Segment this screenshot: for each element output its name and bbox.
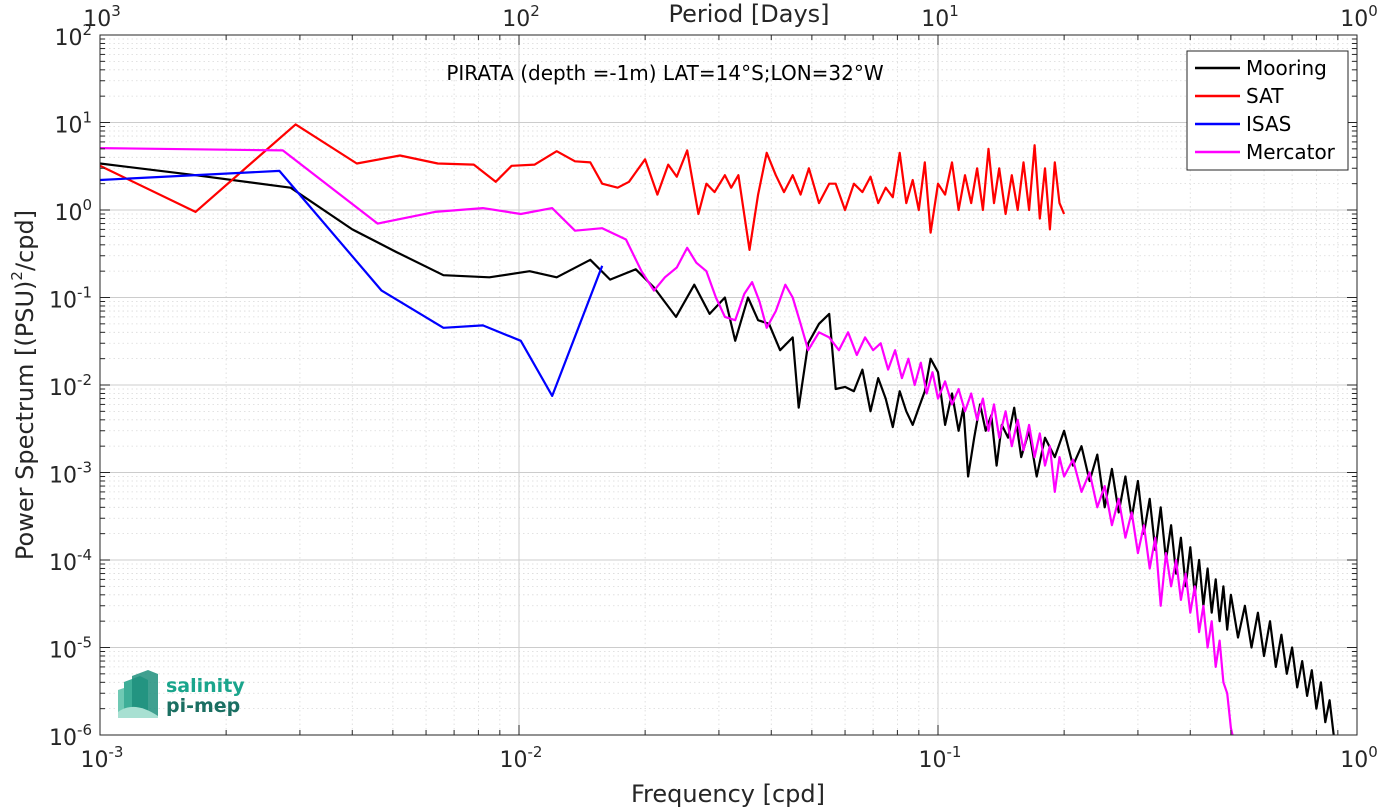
legend: Mooring SAT ISAS Mercator bbox=[1186, 50, 1349, 171]
major-grid bbox=[100, 35, 1357, 735]
legend-label-isas: ISAS bbox=[1246, 112, 1291, 136]
x2-tick-label: 100 bbox=[1340, 2, 1378, 32]
x2-tick-label: 103 bbox=[83, 2, 121, 32]
y-tick-label: 10-4 bbox=[49, 546, 92, 576]
chart-title: PIRATA (depth =-1m) LAT=14°S;LON=32°W bbox=[446, 61, 884, 85]
x-tick-label: 10-3 bbox=[81, 743, 124, 773]
series-line-isas bbox=[100, 169, 604, 397]
logo-wave-foam bbox=[118, 706, 158, 718]
x2-axis-label: Period [Days] bbox=[668, 0, 829, 28]
logo-text-salinity: salinity bbox=[166, 675, 245, 697]
y-tick-label: 100 bbox=[54, 196, 92, 226]
x-tick-label: 100 bbox=[1340, 743, 1378, 773]
x-tick-label: 10-2 bbox=[500, 743, 543, 773]
tick-marks bbox=[99, 34, 1358, 736]
y-tick-label: 10-5 bbox=[49, 634, 92, 664]
x2-tick-label: 101 bbox=[921, 2, 959, 32]
series-line-sat bbox=[100, 123, 1066, 251]
series-layer bbox=[100, 123, 1335, 735]
legend-label-mercator: Mercator bbox=[1246, 140, 1336, 164]
y-tick-label: 10-1 bbox=[49, 284, 92, 314]
legend-box bbox=[1186, 50, 1349, 171]
y-tick-label: 102 bbox=[54, 21, 92, 51]
logo-wave-front bbox=[132, 670, 158, 718]
series-line-mercator bbox=[100, 147, 1234, 735]
x-tick-label: 10-1 bbox=[919, 743, 962, 773]
legend-label-mooring: Mooring bbox=[1246, 56, 1327, 80]
y-tick-label: 10-6 bbox=[49, 721, 92, 751]
y-axis-label-tail: /cpd] bbox=[11, 210, 39, 271]
x2-tick-label: 102 bbox=[502, 2, 540, 32]
y-axis-label: Power Spectrum [(PSU)2/cpd] bbox=[8, 210, 39, 560]
x-axis-label: Frequency [cpd] bbox=[631, 780, 825, 808]
series-line-mooring bbox=[100, 162, 1335, 735]
salinity-pimep-logo: salinity pi-mep bbox=[118, 670, 245, 718]
y-tick-label: 101 bbox=[54, 109, 92, 139]
y-tick-label: 10-3 bbox=[49, 459, 92, 489]
y-tick-label: 10-2 bbox=[49, 371, 92, 401]
y-axis-label-exp: 2 bbox=[8, 271, 26, 281]
legend-label-sat: SAT bbox=[1246, 84, 1284, 108]
logo-text-pimep: pi-mep bbox=[166, 695, 240, 717]
y-axis-label-base: Power Spectrum [(PSU) bbox=[11, 281, 39, 560]
